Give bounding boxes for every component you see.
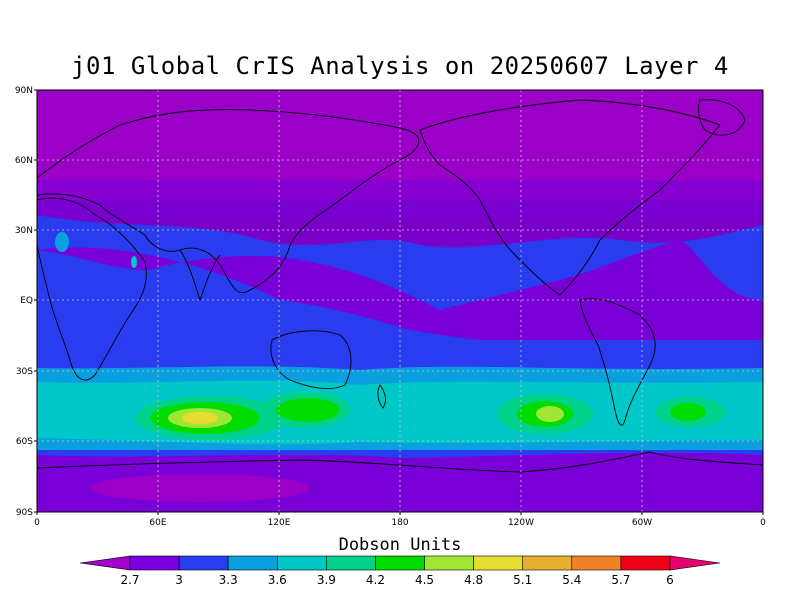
- colorbar-tick-label: 2.7: [120, 573, 139, 587]
- map-title: j01 Global CrIS Analysis on 20250607 Lay…: [71, 52, 729, 80]
- colorbar-segment: [473, 555, 524, 571]
- coast-india: [179, 249, 221, 302]
- colorbar-tick-label: 3: [175, 573, 183, 587]
- coast-eurasia: [37, 109, 420, 293]
- colorbar-tick-label: 4.5: [415, 573, 434, 587]
- colorbar-segment: [326, 555, 376, 571]
- lat-label: 90N: [15, 86, 33, 96]
- axis-ticks: [34, 89, 764, 515]
- lat-label: 90S: [16, 508, 33, 518]
- field-bright-green-d: [670, 403, 706, 421]
- colorbar-segment: [571, 555, 622, 571]
- field-yellowgreen-c: [536, 406, 564, 422]
- colorbar-high-arrow: [669, 555, 721, 571]
- coastlines: [37, 99, 763, 473]
- coast-greenland: [697, 99, 746, 136]
- lon-label: 120E: [268, 518, 291, 528]
- lon-label: 60E: [149, 518, 166, 528]
- colorbar-low-arrow: [79, 555, 131, 571]
- field-deep-south: [90, 474, 310, 502]
- colorbar-segment: [375, 555, 425, 571]
- field-bright-green-b: [276, 398, 340, 422]
- colorbar-tick-label: 3.3: [219, 573, 238, 587]
- colorbar-tick-labels: 2.7 3 3.3 3.6 3.9 4.2 4.5 4.8 5.1 5.4 5.7 6: [120, 573, 673, 587]
- colorbar-tick-label: 3.9: [317, 573, 336, 587]
- colorbar-segment: [522, 555, 573, 571]
- coast-australia: [270, 330, 352, 390]
- coast-south-america: [579, 298, 656, 426]
- lat-label: EQ: [20, 296, 33, 306]
- lat-label: 30S: [16, 367, 33, 377]
- colorbar-segment: [424, 555, 474, 571]
- colorbar-title: Dobson Units: [338, 535, 462, 555]
- coast-new-zealand: [377, 384, 387, 409]
- lon-label: 60W: [632, 518, 652, 528]
- colorbar-tick-label: 6: [666, 573, 674, 587]
- lat-label: 60S: [16, 437, 33, 447]
- field-spot-b: [131, 256, 137, 268]
- lon-label: 180: [391, 518, 408, 528]
- colorbar-tick-label: 4.8: [464, 573, 483, 587]
- colorbar-tick-label: 5.1: [513, 573, 532, 587]
- grid-lines: [37, 90, 763, 512]
- colorbar-segment: [620, 555, 671, 571]
- lon-label: 0: [760, 518, 766, 528]
- field-spot-a: [55, 232, 69, 252]
- lon-axis: 0 60E 120E 180 120W 60W 0: [34, 518, 766, 528]
- coast-africa: [37, 197, 147, 381]
- lat-label: 60N: [15, 156, 33, 166]
- lon-label: 120W: [508, 518, 534, 528]
- colorbar-tick-label: 5.4: [562, 573, 581, 587]
- lat-label: 30N: [15, 226, 33, 236]
- coast-north-america: [419, 99, 721, 296]
- colorbar-tick-label: 3.6: [268, 573, 287, 587]
- colorbar: [79, 555, 721, 571]
- colorbar-segment: [276, 555, 327, 571]
- lon-label: 0: [34, 518, 40, 528]
- colorbar-segment: [227, 555, 278, 571]
- colorbar-tick-label: 4.2: [366, 573, 385, 587]
- field-yellow-a: [182, 412, 218, 424]
- colorbar-segment: [178, 555, 229, 571]
- colorbar-tick-label: 5.7: [611, 573, 630, 587]
- colorbar-segment: [129, 555, 180, 571]
- lat-axis: 90N 60N 30N EQ 30S 60S 90S: [15, 86, 33, 518]
- coast-antarctica: [37, 451, 763, 473]
